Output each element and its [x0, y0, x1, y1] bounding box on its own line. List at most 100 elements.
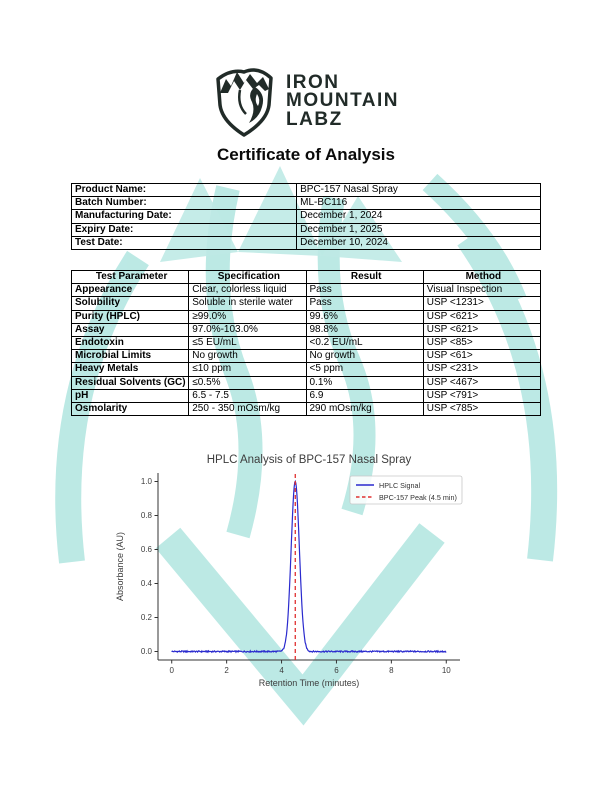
hplc-chart-svg: HPLC Analysis of BPC-157 Nasal Spray 0 2 4 6…	[115, 454, 463, 688]
x-tick-label: 2	[224, 666, 229, 675]
test-results-row: Microbial Limits No growth No growth USP <6…	[70, 349, 542, 364]
test-results-row: Purity (HPLC) ≥99.0% 99.6% USP <621>	[70, 309, 542, 324]
product-info-row: Batch Number: ML-BC116	[70, 196, 541, 211]
product-info-label: Test Date:	[70, 235, 298, 250]
specification-cell: ≤0.5%	[188, 375, 307, 390]
product-info-value: December 10, 2024	[296, 235, 541, 250]
result-cell: 0.1%	[305, 375, 424, 390]
specification-cell: No growth	[188, 349, 307, 364]
test-results-header-row: Test Parameter Specification Result Method	[70, 269, 542, 285]
product-info-value: December 1, 2025	[296, 222, 541, 237]
method-cell: USP <85>	[422, 335, 542, 351]
test-results-row: Residual Solvents (GC) ≤0.5% 0.1% USP <467>	[70, 375, 542, 390]
test-results-head: Test Parameter Specification Result Method	[70, 269, 542, 285]
test-parameter-cell: pH	[70, 388, 190, 403]
brand-line-3: LABZ	[286, 108, 343, 130]
specification-cell: Clear, colorless liquid	[188, 283, 307, 298]
x-tick-label: 8	[389, 666, 394, 675]
product-info-row: Product Name: BPC-157 Nasal Spray	[70, 182, 541, 198]
result-cell: <0.2 EU/mL	[305, 335, 424, 351]
test-parameter-cell: Endotoxin	[70, 335, 190, 351]
column-header: Method	[422, 269, 542, 285]
test-parameter-cell: Appearance	[70, 283, 190, 298]
test-parameter-cell: Heavy Metals	[70, 362, 190, 377]
method-cell: USP <1231>	[422, 296, 542, 311]
test-parameter-cell: Assay	[70, 322, 190, 337]
method-cell: USP <785>	[422, 401, 542, 417]
brand-header: IRON MOUNTAIN LABZ	[0, 63, 612, 140]
product-info-label: Expiry Date:	[70, 222, 298, 237]
specification-cell: Soluble in sterile water	[188, 296, 307, 311]
method-cell: USP <791>	[422, 388, 542, 403]
specification-cell: 6.5 - 7.5	[188, 388, 307, 403]
test-results-row: Solubility Soluble in sterile water Pass US…	[70, 296, 542, 311]
page-title: Certificate of Analysis	[217, 145, 395, 164]
test-results-row: Assay 97.0%-103.0% 98.8% USP <621>	[70, 322, 542, 337]
product-info-value: ML-BC116	[296, 196, 541, 211]
x-tick-label: 6	[334, 666, 339, 675]
method-cell: USP <231>	[422, 362, 542, 377]
hplc-chart: HPLC Analysis of BPC-157 Nasal Spray 0 2 4 6…	[110, 446, 490, 694]
result-cell: 98.8%	[305, 322, 424, 337]
test-parameter-cell: Osmolarity	[70, 401, 190, 417]
product-info-label: Product Name:	[70, 182, 298, 198]
brand-line-1: IRON	[286, 71, 340, 93]
product-info-row: Expiry Date: December 1, 2025	[70, 222, 541, 237]
product-info-label: Manufacturing Date:	[70, 209, 298, 224]
method-cell: USP <467>	[422, 375, 542, 390]
result-cell: 290 mOsm/kg	[305, 401, 424, 417]
method-cell: USP <621>	[422, 309, 542, 324]
y-tick-label: 0.6	[141, 545, 153, 554]
test-parameter-cell: Residual Solvents (GC)	[70, 375, 190, 390]
result-cell: 6.9	[305, 388, 424, 403]
y-tick-label: 0.2	[141, 613, 153, 622]
specification-cell: ≤5 EU/mL	[188, 335, 307, 351]
x-tick-label: 0	[170, 666, 175, 675]
test-results-row: Heavy Metals ≤10 ppm <5 ppm USP <231>	[70, 362, 542, 377]
test-parameter-cell: Microbial Limits	[70, 349, 190, 364]
result-cell: No growth	[305, 349, 424, 364]
method-cell: USP <61>	[422, 349, 542, 364]
test-parameter-cell: Solubility	[70, 296, 190, 311]
product-info-value: December 1, 2024	[296, 209, 541, 224]
product-info-body: Product Name: BPC-157 Nasal Spray Batch Nu…	[70, 182, 541, 250]
brand-line-2: MOUNTAIN	[286, 90, 399, 112]
test-results-row: pH 6.5 - 7.5 6.9 USP <791>	[70, 388, 542, 403]
test-results-row: Endotoxin ≤5 EU/mL <0.2 EU/mL USP <85>	[70, 335, 542, 351]
test-results-row: Osmolarity 250 - 350 mOsm/kg 290 mOsm/kg US…	[70, 401, 542, 417]
test-results-body: Appearance Clear, colorless liquid Pass Vis…	[70, 283, 542, 417]
product-info-row: Manufacturing Date: December 1, 2024	[70, 209, 541, 224]
legend-label-signal: HPLC Signal	[379, 481, 421, 490]
product-info-table: Product Name: BPC-157 Nasal Spray Batch Nu…	[70, 182, 541, 250]
product-info-label: Batch Number:	[70, 196, 298, 211]
method-cell: USP <621>	[422, 322, 542, 337]
y-tick-label: 1.0	[141, 477, 153, 486]
y-axis-label: Absorbance (AU)	[115, 532, 125, 601]
specification-cell: 97.0%-103.0%	[188, 322, 307, 337]
specification-cell: ≥99.0%	[188, 309, 307, 324]
result-cell: <5 ppm	[305, 362, 424, 377]
test-results-table: Test Parameter Specification Result Method …	[70, 269, 542, 417]
result-cell: Pass	[305, 283, 424, 298]
brand-wordmark: IRON MOUNTAIN LABZ	[286, 71, 399, 130]
result-cell: Pass	[305, 296, 424, 311]
y-tick-label: 0.0	[141, 647, 153, 656]
x-tick-label: 4	[279, 666, 284, 675]
test-results-row: Appearance Clear, colorless liquid Pass Vis…	[70, 283, 542, 298]
column-header: Result	[305, 269, 424, 285]
iron-mountain-labz-logo-icon	[216, 68, 273, 137]
product-info-value: BPC-157 Nasal Spray	[296, 182, 541, 198]
product-info-row: Test Date: December 10, 2024	[70, 235, 541, 250]
method-cell: Visual Inspection	[422, 283, 542, 298]
y-tick-label: 0.4	[141, 579, 153, 588]
column-header: Specification	[188, 269, 307, 285]
test-parameter-cell: Purity (HPLC)	[70, 309, 190, 324]
specification-cell: ≤10 ppm	[188, 362, 307, 377]
legend-label-peak: BPC-157 Peak (4.5 min)	[379, 493, 457, 502]
hplc-signal-line	[171, 479, 447, 654]
y-tick-label: 0.8	[141, 511, 153, 520]
x-tick-label: 10	[442, 666, 451, 675]
chart-title: HPLC Analysis of BPC-157 Nasal Spray	[207, 454, 412, 466]
x-axis-label: Retention Time (minutes)	[259, 678, 360, 688]
result-cell: 99.6%	[305, 309, 424, 324]
